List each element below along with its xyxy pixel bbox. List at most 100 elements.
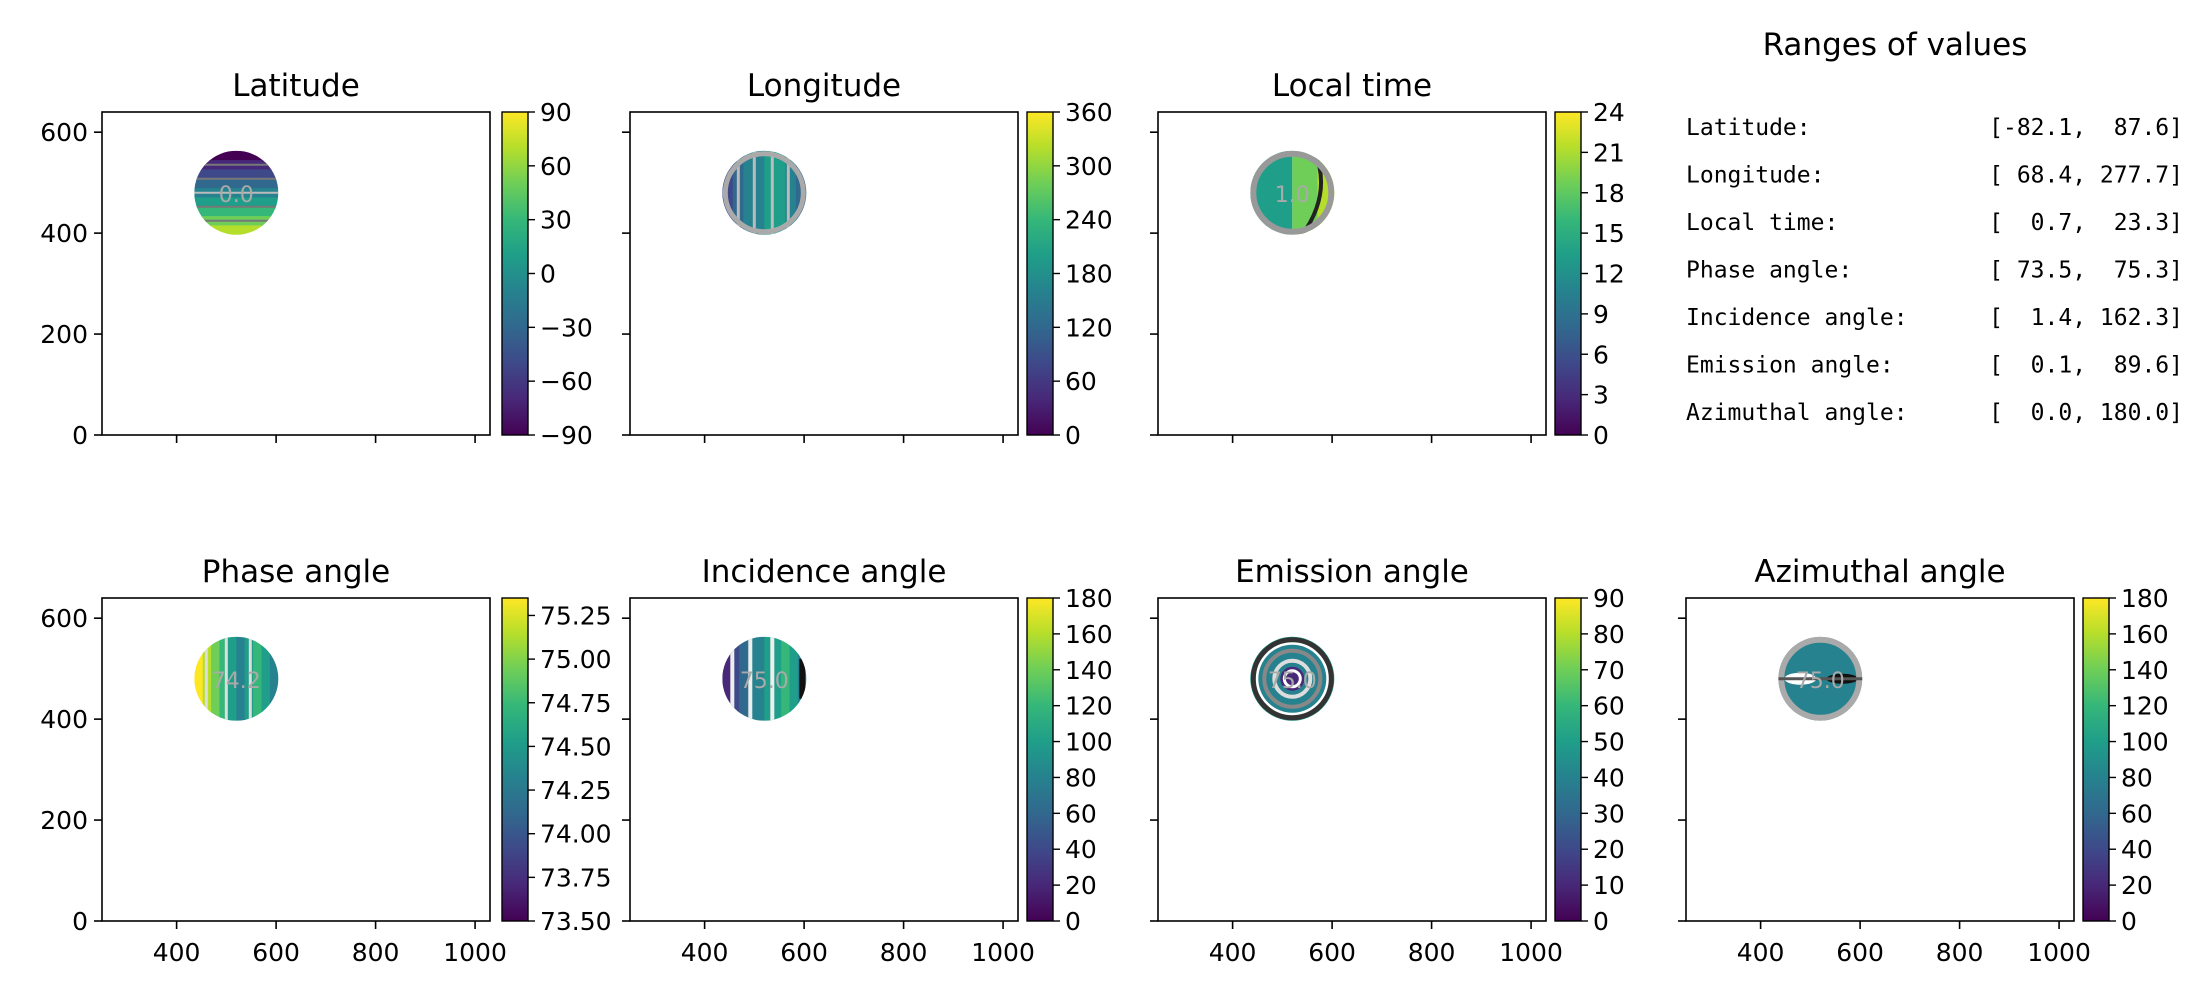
y-tick-label: 400 <box>40 219 88 248</box>
colorbar-tick-label: 30 <box>540 206 572 235</box>
planet-disk <box>722 636 807 721</box>
colorbar-tick-label: 0 <box>1065 907 1081 936</box>
range-name: Longitude: <box>1686 163 1824 189</box>
colorbar: 75.25 75.00 74.75 74.50 74.25 74.00 73.75 73.50 <box>501 597 612 936</box>
contour-label: 0.0 <box>219 183 254 208</box>
x-tick-label: 1000 <box>971 938 1035 967</box>
axes-frame <box>101 597 491 922</box>
colorbar-tick-label: 180 <box>1065 260 1113 289</box>
x-tick-label: 1000 <box>1499 938 1563 967</box>
x-tick-label: 400 <box>153 938 201 967</box>
panel-lon: Longitude 360 300 240 180 120 60 0 <box>622 68 1113 450</box>
colorbar: 24 21 18 15 12 9 6 3 0 <box>1554 98 1625 450</box>
x-tick-label: 400 <box>681 938 729 967</box>
contour-label: 75.0 <box>1796 669 1845 694</box>
panel-lat: Latitude 0.0 0 200 400 600 90 60 30 0 −30 −60 −90 <box>40 68 592 450</box>
colorbar-tick-label: 140 <box>2121 656 2169 685</box>
colorbar-tick-label: 0 <box>1593 907 1609 936</box>
colorbar-tick-label: 120 <box>2121 692 2169 721</box>
y-tick-label: 0 <box>72 907 88 936</box>
colorbar-tick-label: 9 <box>1593 300 1609 329</box>
y-tick-label: 600 <box>40 604 88 633</box>
planet-disk <box>1778 636 1863 721</box>
panel-title: Azimuthal angle <box>1754 554 2005 590</box>
axes-frame <box>629 111 1019 436</box>
colorbar-tick-label: 40 <box>1065 835 1097 864</box>
colorbar-tick-label: 15 <box>1593 219 1625 248</box>
colorbar-tick-label: 120 <box>1065 313 1113 342</box>
colorbar-tick-label: 75.00 <box>540 645 612 674</box>
colorbar-tick-label: 3 <box>1593 381 1609 410</box>
range-name: Latitude: <box>1686 115 1811 141</box>
x-tick-label: 600 <box>1308 938 1356 967</box>
colorbar-tick-label: 20 <box>2121 871 2153 900</box>
y-tick-label: 400 <box>40 705 88 734</box>
range-name: Phase angle: <box>1686 258 1852 284</box>
colorbar-tick-label: 180 <box>2121 584 2169 613</box>
x-tick-label: 800 <box>352 938 400 967</box>
colorbar-tick-label: 100 <box>2121 728 2169 757</box>
colorbar-tick-label: 0 <box>2121 907 2137 936</box>
x-tick-label: 600 <box>780 938 828 967</box>
x-tick-label: 1000 <box>2027 938 2091 967</box>
colorbar-tick-label: 0 <box>1593 421 1609 450</box>
y-tick-label: 200 <box>40 806 88 835</box>
colorbar-tick-label: 24 <box>1593 98 1625 127</box>
colorbar-tick-label: 160 <box>2121 620 2169 649</box>
contour-label: 75.0 <box>740 669 789 694</box>
colorbar-tick-label: 60 <box>540 152 572 181</box>
axes-frame <box>101 111 491 436</box>
range-name: Emission angle: <box>1686 353 1894 379</box>
ranges-title: Ranges of values <box>1763 27 2028 63</box>
x-tick-label: 1000 <box>443 938 507 967</box>
colorbar-tick-label: 10 <box>1593 871 1625 900</box>
axes-frame <box>629 597 1019 922</box>
ranges-of-values: Ranges of values Latitude: [-82.1, 87.6] L… <box>1686 27 2183 426</box>
panel-title: Phase angle <box>202 554 390 590</box>
colorbar-tick-label: 60 <box>1065 367 1097 396</box>
x-tick-label: 800 <box>1408 938 1456 967</box>
range-value: [-82.1, 87.6] <box>1989 115 2183 141</box>
colorbar-tick-label: 180 <box>1065 584 1113 613</box>
planet-disk <box>722 150 807 235</box>
panel-lt: Local time 1.0 24 21 18 15 12 9 6 3 0 <box>1150 68 1625 450</box>
colorbar-tick-label: 30 <box>1593 799 1625 828</box>
colorbar-tick-label: 120 <box>1065 692 1113 721</box>
colorbar-tick-label: −30 <box>540 313 593 342</box>
colorbar-tick-label: 70 <box>1593 656 1625 685</box>
range-name: Local time: <box>1686 210 1838 236</box>
colorbar-tick-label: 40 <box>1593 763 1625 792</box>
panel-phase: Phase angle 74.2 400 600 800 1000 0 200 400 600 75… <box>40 554 611 967</box>
colorbar: 180 160 140 120 100 80 60 40 20 0 <box>2082 584 2169 936</box>
colorbar-tick-label: 74.50 <box>540 732 612 761</box>
colorbar: 90 60 30 0 −30 −60 −90 <box>501 98 593 450</box>
colorbar-tick-label: 60 <box>1065 799 1097 828</box>
colorbar-tick-label: 80 <box>1593 620 1625 649</box>
colorbar: 360 300 240 180 120 60 0 <box>1026 98 1113 450</box>
colorbar-tick-label: 73.75 <box>540 863 612 892</box>
axes-frame <box>1157 597 1547 922</box>
colorbar-tick-label: −90 <box>540 421 593 450</box>
colorbar-tick-label: 80 <box>1065 763 1097 792</box>
colorbar-tick-label: 20 <box>1593 835 1625 864</box>
colorbar-tick-label: 40 <box>2121 835 2153 864</box>
colorbar: 180 160 140 120 100 80 60 40 20 0 <box>1026 584 1113 936</box>
range-name: Azimuthal angle: <box>1686 400 1908 426</box>
range-value: [ 1.4, 162.3] <box>1989 305 2183 331</box>
colorbar-tick-label: 6 <box>1593 340 1609 369</box>
colorbar-tick-label: 160 <box>1065 620 1113 649</box>
colorbar-tick-label: 18 <box>1593 179 1625 208</box>
colorbar-tick-label: 300 <box>1065 152 1113 181</box>
axes-frame <box>1157 111 1547 436</box>
x-tick-label: 400 <box>1209 938 1257 967</box>
x-tick-label: 800 <box>880 938 928 967</box>
panel-title: Local time <box>1272 68 1432 104</box>
colorbar-tick-label: −60 <box>540 367 593 396</box>
colorbar-tick-label: 74.25 <box>540 776 612 805</box>
colorbar-tick-label: 90 <box>540 98 572 127</box>
x-tick-label: 600 <box>252 938 300 967</box>
colorbar-tick-label: 74.75 <box>540 689 612 718</box>
panel-title: Emission angle <box>1235 554 1469 590</box>
